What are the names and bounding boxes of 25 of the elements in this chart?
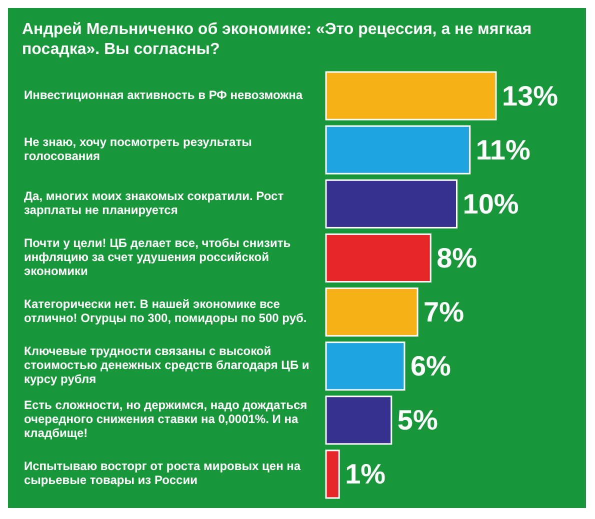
data-label: 1% [345, 458, 386, 490]
bar [325, 71, 497, 120]
data-label: 5% [397, 404, 438, 436]
data-label: 6% [410, 350, 452, 382]
bar [325, 342, 406, 391]
data-label: 7% [424, 296, 464, 328]
bar [325, 179, 458, 228]
data-label: 11% [476, 134, 530, 166]
data-label: 13% [502, 80, 558, 112]
y-tick-label: Есть сложности, но держимся, надо дождаться очередного снижения ставки на 0,0001%. И на кладбище! [24, 398, 308, 440]
y-tick-label: Почти у цели! ЦБ делает все, чтобы снизить инфляцию за счет удушения российской экономики [24, 236, 291, 278]
y-tick-label: Ключевые трудности связаны с высокой стоимостью денежных средств благодаря ЦБ и курсу рубля [24, 344, 310, 386]
y-tick-label: Да, многих моих знакомых сократили. Рост зарплаты не планируется [24, 189, 284, 218]
chart-title: Андрей Мельниченко об экономике: «Это рецессия, а не мягкая посадка». Вы согласны? [22, 21, 532, 58]
bar [325, 287, 418, 337]
bar [325, 125, 471, 174]
bar [325, 450, 340, 499]
bar [325, 396, 392, 445]
y-tick-label: Не знаю, хочу посмотреть результаты голосования [24, 135, 252, 164]
y-tick-label: Категорически нет. В нашей экономике все отлично! Огурцы по 300, помидоры по 500 руб. [24, 297, 307, 326]
y-tick-label: Инвестиционная активность в РФ невозможна [24, 88, 303, 102]
bar [325, 233, 432, 283]
data-label: 10% [462, 188, 519, 220]
data-label: 8% [436, 242, 478, 274]
y-tick-label: Испытываю восторг от роста мировых цен на сырьевые товары из России [24, 459, 301, 488]
